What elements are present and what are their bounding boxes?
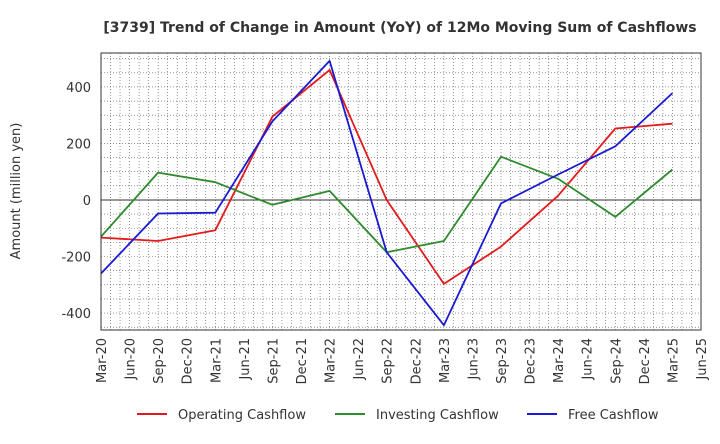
x-tick-label: Jun-21	[238, 338, 253, 381]
x-tick-label: Mar-24	[552, 338, 567, 383]
legend-label: Free Cashflow	[568, 408, 659, 423]
x-tick-label: Dec-21	[295, 338, 310, 384]
y-tick-label: 200	[66, 137, 91, 152]
legend: Operating Cashflow Investing Cashflow Free…	[137, 408, 659, 423]
series-line-investing-cashflow	[100, 155, 673, 254]
y-tick-label: 0	[83, 194, 91, 209]
y-tick-label: 400	[66, 81, 91, 96]
y-tick-labels: -400 -200 0 200 400	[61, 81, 91, 322]
x-tick-label: Mar-22	[324, 338, 339, 383]
x-tick-label: Jun-23	[466, 338, 481, 381]
x-tick-label: Sep-23	[495, 338, 510, 384]
y-axis-label: Amount (million yen)	[9, 123, 24, 260]
x-tick-label: Jun-20	[124, 338, 139, 381]
y-tick-label: -200	[61, 251, 91, 266]
series-layer	[100, 60, 674, 327]
y-tick-label: -400	[61, 307, 91, 322]
grid-layer	[100, 53, 702, 330]
x-tick-label: Dec-22	[409, 338, 424, 384]
x-tick-label: Jun-24	[581, 338, 596, 381]
x-tick-label: Sep-24	[609, 338, 624, 384]
x-tick-label: Jun-22	[352, 338, 367, 381]
x-tick-label: Jun-25	[695, 338, 710, 381]
legend-label: Operating Cashflow	[178, 408, 306, 423]
x-tick-label: Mar-23	[438, 338, 453, 383]
x-tick-label: Mar-25	[666, 338, 681, 383]
plot-frame	[100, 52, 702, 331]
x-tick-label: Sep-22	[381, 338, 396, 384]
x-tick-label: Dec-23	[524, 338, 539, 384]
x-tick-label: Dec-20	[181, 338, 196, 384]
x-tick-label: Sep-21	[266, 338, 281, 384]
x-tick-label: Sep-20	[152, 338, 167, 384]
series-line-operating-cashflow	[100, 69, 673, 285]
chart-title: [3739] Trend of Change in Amount (YoY) o…	[103, 20, 696, 36]
series-line-free-cashflow	[100, 60, 674, 327]
x-tick-label: Mar-20	[95, 338, 110, 383]
legend-label: Investing Cashflow	[376, 408, 499, 423]
x-tick-labels: Mar-20 Jun-20 Sep-20 Dec-20 Mar-21 Jun-21 Sep-…	[95, 338, 710, 384]
x-tick-label: Mar-21	[209, 338, 224, 383]
x-tick-label: Dec-24	[638, 338, 653, 384]
